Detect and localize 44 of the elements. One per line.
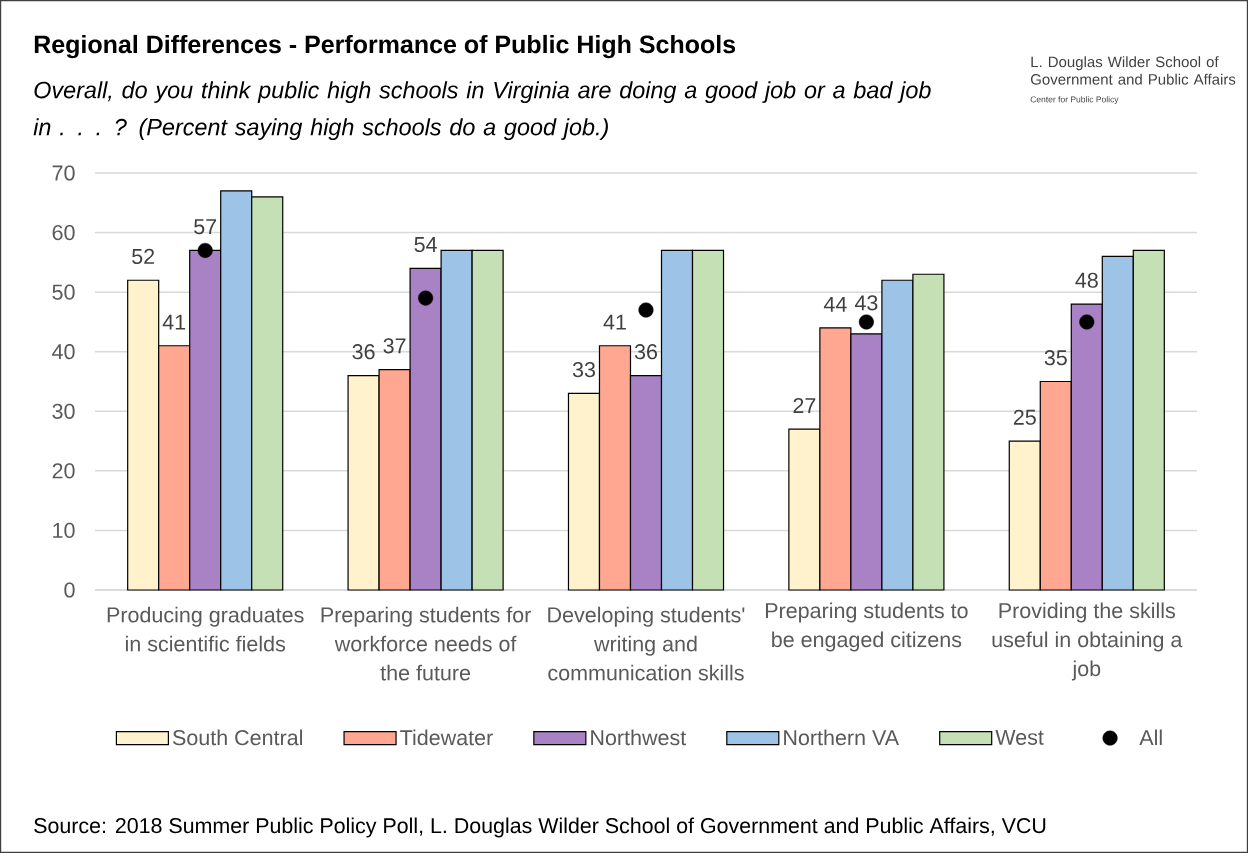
legend-label: Northern VA <box>784 729 900 746</box>
y-tick-label: 40 <box>52 344 75 360</box>
data-label: 43 <box>854 295 878 311</box>
x-tick-label: Producing graduates in scientific fields <box>107 606 304 652</box>
data-label: 52 <box>132 248 155 265</box>
point <box>858 314 874 330</box>
legend-label: West <box>995 729 1044 745</box>
chart-title: Regional Differences - Performance of Public High Schools <box>34 34 736 59</box>
text: Center for Public Policy <box>1030 96 1119 105</box>
data-label: 25 <box>1013 409 1036 425</box>
chart-subtitle: Overall, do you think public high schools in Virginia are doing a good job or a bad job in . . . ? (Percent saying high schools do a good job.) <box>33 81 931 140</box>
data-label: 35 <box>1044 350 1067 366</box>
y-tick-label: 60 <box>52 224 75 241</box>
y-tick-label: 70 <box>52 165 75 181</box>
source-note: Source: 2018 Summer Public Policy Poll, L. Douglas Wilder School of Government and Public Affairs, VCU <box>34 817 1046 838</box>
text: L. Douglas Wilder School of Government and Public Affairs <box>1030 56 1236 85</box>
data-label: 37 <box>383 338 406 354</box>
x-tick-label: Preparing students to be engaged citizens <box>765 602 968 652</box>
legend-label: Tidewater <box>400 729 493 746</box>
data-label: 33 <box>572 361 595 378</box>
data-label: 44 <box>823 296 847 312</box>
x-tick-label: Providing the skills useful in obtaining a job <box>992 602 1183 681</box>
data-label: 27 <box>793 397 816 413</box>
data-label: 41 <box>162 314 186 330</box>
legend-label: Northwest <box>591 729 687 746</box>
y-tick-label: 0 <box>64 582 75 598</box>
point <box>418 290 434 306</box>
x-tick-label: Preparing students for workforce needs of the future <box>321 606 531 681</box>
legend-label: All <box>1139 729 1162 746</box>
y-tick-label: 30 <box>52 403 75 419</box>
point <box>197 242 213 258</box>
legend-label: South Central <box>172 729 302 746</box>
data-label: 48 <box>1075 272 1098 288</box>
data-label: 57 <box>194 219 217 235</box>
x-tick-label: Developing students' writing and communication skills <box>548 606 745 681</box>
point <box>638 302 654 318</box>
data-label: 54 <box>414 237 437 253</box>
y-tick-label: 10 <box>53 522 75 539</box>
data-label: 36 <box>352 344 375 360</box>
data-label: 41 <box>603 314 626 330</box>
point <box>1079 314 1095 330</box>
data-label: 36 <box>634 344 658 360</box>
y-tick-label: 20 <box>52 463 75 479</box>
y-tick-label: 50 <box>52 284 75 300</box>
